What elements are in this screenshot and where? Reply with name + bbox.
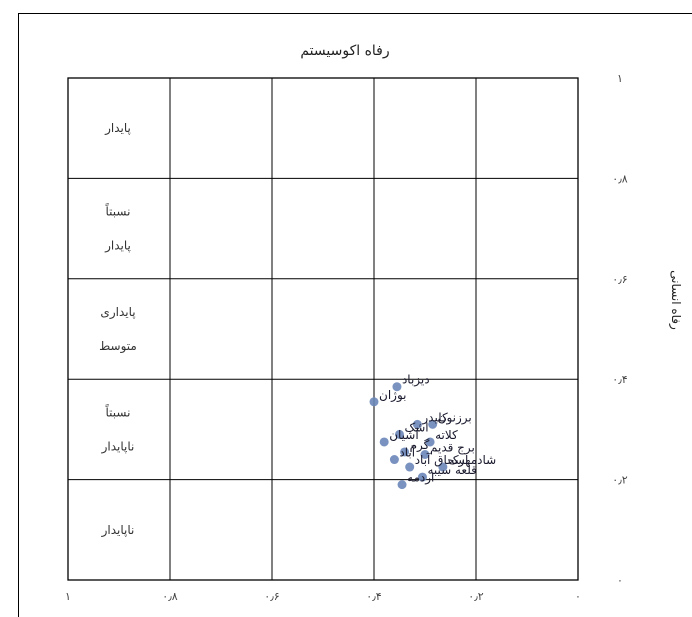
point-label: اردمه [407, 471, 434, 486]
chart-title: رفاه اکوسیستم [300, 43, 389, 59]
data-point [425, 437, 435, 447]
data-point [379, 437, 389, 447]
x-tick-label: ۰٫۲ [468, 590, 483, 603]
zone-label: پایدار [104, 121, 131, 136]
zone-labels: پایدار نسبتاً پایدار پایداری متوسط نسبتاً ناپا… [99, 121, 137, 538]
y-tick-labels: ۱ ۰٫۸ ۰٫۶ ۰٫۴ ۰٫۲ ۰ [612, 72, 627, 587]
zone-label: متوسط [99, 339, 137, 354]
y-axis-label: رفاه انسانی [668, 270, 683, 330]
y-tick-label: ۰٫۸ [612, 172, 627, 185]
data-point [369, 397, 379, 407]
point-label: قلعه سیبه [427, 463, 476, 477]
point-label: بوژان [379, 388, 406, 403]
data-point [417, 472, 427, 482]
x-tick-labels: ۱ ۰٫۸ ۰٫۶ ۰٫۴ ۰٫۲ ۰ [65, 590, 581, 603]
point-label: آباد [399, 445, 415, 460]
data-point [428, 419, 438, 429]
x-tick-label: ۰٫۴ [366, 590, 381, 603]
point-label: برزنون [438, 410, 472, 425]
data-point [420, 450, 430, 459]
x-tick-label: ۱ [65, 590, 71, 603]
zone-label: پایدار [104, 239, 131, 254]
point-label: آشیان [389, 427, 419, 442]
data-point [397, 480, 407, 490]
x-tick-label: ۰٫۸ [162, 590, 177, 603]
point-label: برج قدیم [430, 441, 475, 456]
y-tick-label: ۰٫۴ [612, 373, 627, 386]
x-tick-label: ۰٫۶ [264, 590, 279, 603]
plot-border [67, 77, 579, 581]
y-tick-label: ۱ [617, 72, 623, 85]
data-point [395, 429, 404, 439]
point-label: اشک [405, 420, 429, 434]
data-point [389, 455, 399, 465]
y-tick-label: ۰٫۶ [612, 273, 627, 286]
point-label: شادمهرک [448, 453, 496, 468]
data-point [405, 462, 415, 472]
point-label: دیزباد [402, 373, 430, 388]
chart-frame [18, 13, 692, 617]
y-tick-label: ۰٫۲ [612, 474, 627, 487]
zone-label: ناپایدار [101, 523, 135, 538]
data-point [400, 447, 410, 457]
grid [67, 77, 579, 581]
zone-label: پایداری [100, 305, 135, 320]
data-point [392, 382, 402, 392]
point-label: کلاته [435, 428, 458, 442]
data-point [438, 462, 448, 472]
zone-label: ناپایدار [101, 439, 135, 454]
x-tick-label: ۰ [575, 590, 581, 603]
data-points [369, 382, 448, 490]
zone-label: نسبتاً [105, 404, 130, 420]
point-label: کلیدر [421, 410, 448, 425]
point-label: اسحاق آباد [415, 452, 469, 467]
data-point [412, 419, 422, 429]
point-label: گرم [410, 438, 430, 453]
zone-label: نسبتاً [105, 203, 130, 219]
y-tick-label: ۰ [617, 574, 623, 587]
